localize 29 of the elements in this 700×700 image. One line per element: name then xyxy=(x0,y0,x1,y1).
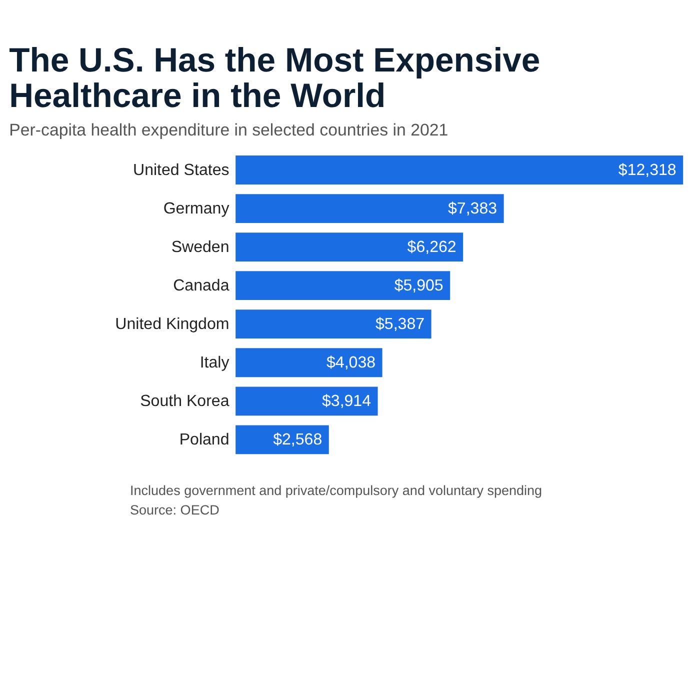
bar xyxy=(236,386,378,416)
bar xyxy=(236,271,450,300)
y-tick-label: Sweden xyxy=(171,238,230,256)
text: The U.S. Has the Most Expensive xyxy=(9,41,540,80)
data-label: $5,387 xyxy=(376,315,425,334)
y-tick-label: Germany xyxy=(163,200,230,218)
chart-subtitle: Per-capita health expenditure in selected countries in 2021 xyxy=(9,120,448,140)
text: Includes government and private/compulsory and voluntary spending xyxy=(130,482,542,498)
text: Healthcare in the World xyxy=(9,76,386,115)
y-tick-label: Italy xyxy=(200,354,230,372)
data-label: $5,905 xyxy=(394,276,444,295)
bar xyxy=(236,310,432,339)
y-tick-label: United States xyxy=(133,161,230,180)
y-tick-label: United Kingdom xyxy=(115,315,230,334)
y-tick-label: Poland xyxy=(179,430,230,449)
data-label: $3,914 xyxy=(322,392,372,410)
bar xyxy=(236,232,464,262)
data-label: $12,318 xyxy=(618,161,676,180)
data-label: $2,568 xyxy=(273,430,322,449)
data-label: $6,262 xyxy=(407,238,456,256)
source-note: Source: OECD xyxy=(130,502,220,518)
data-label: $7,383 xyxy=(448,200,498,218)
bar xyxy=(236,194,504,223)
y-tick-label: South Korea xyxy=(140,392,230,410)
bar xyxy=(236,425,329,454)
y-tick-label: Canada xyxy=(173,276,230,295)
data-label: $4,038 xyxy=(326,354,376,372)
bar xyxy=(236,348,382,378)
bar xyxy=(236,156,684,184)
